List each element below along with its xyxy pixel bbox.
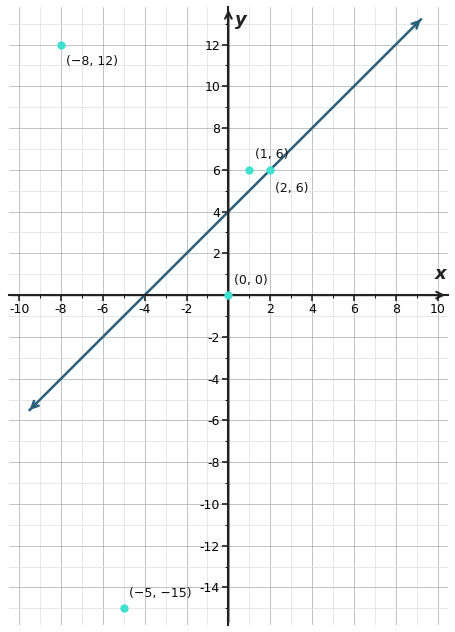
Text: (1, 6): (1, 6) bbox=[254, 149, 288, 161]
Text: (2, 6): (2, 6) bbox=[275, 183, 309, 195]
Text: (−8, 12): (−8, 12) bbox=[66, 55, 118, 68]
Text: x: x bbox=[435, 265, 446, 283]
Text: y: y bbox=[235, 11, 247, 29]
Text: (−5, −15): (−5, −15) bbox=[129, 587, 192, 600]
Text: (0, 0): (0, 0) bbox=[233, 274, 268, 287]
